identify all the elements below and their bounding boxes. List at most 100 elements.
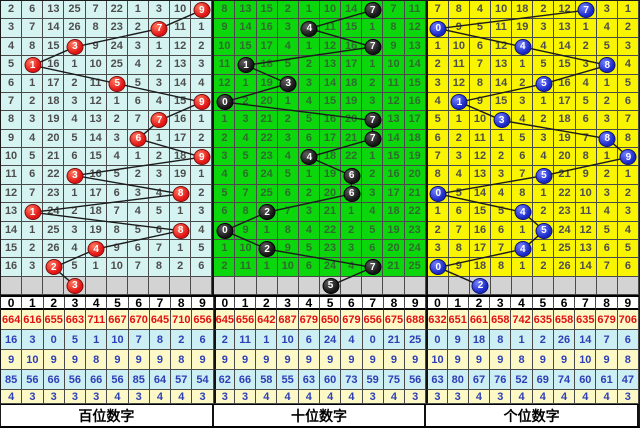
digit-header-cell: 0 bbox=[426, 297, 448, 310]
miss-cell: 26 bbox=[554, 258, 576, 277]
miss-cell: 21 bbox=[341, 129, 363, 148]
miss-cell: 18 bbox=[404, 129, 426, 148]
miss-cell: 25 bbox=[106, 56, 128, 75]
miss-cell: 13 bbox=[383, 111, 405, 130]
miss-cell: 1 bbox=[170, 239, 192, 259]
miss-cell: 2 bbox=[298, 184, 320, 204]
stat-cell: 9 bbox=[596, 350, 618, 370]
miss-cell: 12 bbox=[575, 221, 597, 240]
miss-cell: 3 bbox=[575, 56, 597, 75]
stat-cell: 9 bbox=[383, 350, 406, 370]
miss-cell: 5 bbox=[362, 221, 384, 240]
digit-header-cell: 4 bbox=[298, 297, 320, 310]
miss-cell: 2 bbox=[362, 74, 384, 93]
drawn-ball-tens: 3 bbox=[279, 75, 297, 92]
miss-cell: 12 bbox=[469, 148, 492, 167]
miss-cell: 2 bbox=[491, 148, 513, 167]
miss-cell: 17 bbox=[85, 184, 107, 204]
stat-cell: 9 bbox=[43, 350, 65, 370]
miss-cell: 2 bbox=[427, 56, 449, 75]
miss-cell: 15 bbox=[554, 56, 576, 75]
stats-row: 百位数字 十位数字 个位数字 bbox=[1, 404, 639, 426]
miss-cell: 3 bbox=[235, 111, 257, 130]
miss-cell: 14 bbox=[235, 19, 257, 38]
drawn-ball-hundreds: 9 bbox=[193, 94, 211, 111]
stat-cell: 9 bbox=[362, 350, 384, 370]
miss-cell: 3 bbox=[22, 111, 44, 130]
miss-cell: 5 bbox=[427, 111, 449, 130]
miss-cell: 4 bbox=[491, 184, 513, 204]
miss-cell: 8 bbox=[491, 258, 513, 277]
miss-cell: 4 bbox=[277, 148, 299, 167]
miss-cell: 6 bbox=[214, 203, 236, 222]
stat-cell: 25 bbox=[405, 330, 427, 350]
drawn-ball-units: 0 bbox=[429, 20, 447, 37]
drawn-ball-hundreds: 1 bbox=[24, 204, 42, 221]
miss-cell: 13 bbox=[1, 203, 23, 222]
stat-cell: 679 bbox=[341, 310, 363, 330]
stat-cell: 742 bbox=[511, 310, 533, 330]
stat-cell: 4 bbox=[596, 390, 618, 404]
miss-cell: 4 bbox=[127, 203, 149, 222]
miss-cell: 21 bbox=[554, 166, 576, 185]
digit-header-cell: 9 bbox=[192, 297, 214, 310]
stat-cell: 687 bbox=[277, 310, 299, 330]
stat-cell: 4 bbox=[532, 390, 554, 404]
miss-cell: 19 bbox=[85, 221, 107, 240]
miss-cell: 2 bbox=[533, 258, 555, 277]
stats-row: 16 3 0 5 1 10 7 8 2 6 2 11 1 10 6 24 4 0 21 25 0 9 18 8 1 2 26 14 7 6 bbox=[1, 330, 639, 350]
stat-cell: 642 bbox=[256, 310, 278, 330]
miss-cell: 21 bbox=[319, 203, 342, 222]
stat-cell: 10 bbox=[426, 350, 448, 370]
stat-cell: 4 bbox=[256, 390, 278, 404]
miss-cell: 5 bbox=[22, 148, 44, 167]
stat-cell: 4 bbox=[575, 390, 597, 404]
miss-cell: 6 bbox=[1, 74, 23, 93]
stat-cell: 80 bbox=[447, 370, 469, 390]
pending-row-cell bbox=[383, 276, 405, 295]
miss-cell: 6 bbox=[22, 1, 44, 20]
miss-cell: 4 bbox=[106, 148, 128, 167]
stat-cell: 7 bbox=[596, 330, 618, 350]
miss-cell: 7 bbox=[127, 258, 149, 277]
drawn-ball-units: 5 bbox=[535, 222, 553, 239]
miss-cell: 7 bbox=[127, 111, 149, 130]
miss-cell: 18 bbox=[319, 148, 342, 167]
stat-cell: 18 bbox=[468, 330, 491, 350]
stat-cell: 3 bbox=[617, 390, 639, 404]
miss-cell: 6 bbox=[106, 184, 128, 204]
drawn-ball-hundreds: 3 bbox=[66, 38, 84, 55]
miss-cell: 10 bbox=[277, 258, 299, 277]
stat-cell: 4 bbox=[341, 330, 363, 350]
miss-cell: 8 bbox=[427, 166, 449, 185]
miss-cell: 13 bbox=[235, 1, 257, 20]
digit-header-cell: 8 bbox=[596, 297, 618, 310]
stat-cell: 688 bbox=[405, 310, 427, 330]
stat-cell: 52 bbox=[511, 370, 533, 390]
miss-cell: 1 bbox=[22, 221, 44, 240]
miss-cell: 20 bbox=[319, 184, 342, 204]
miss-cell: 10 bbox=[448, 37, 470, 57]
miss-cell: 3 bbox=[596, 111, 618, 130]
drawn-ball-tens: 0 bbox=[216, 94, 234, 111]
miss-cell: 9 bbox=[469, 92, 492, 112]
miss-cell: 24 bbox=[319, 258, 342, 277]
panel-label-tens: 十位数字 bbox=[213, 405, 427, 426]
miss-cell: 9 bbox=[1, 129, 23, 148]
miss-cell: 8 bbox=[469, 74, 492, 93]
pending-row-cell bbox=[235, 276, 257, 295]
miss-cell: 11 bbox=[235, 258, 257, 277]
miss-cell: 15 bbox=[404, 74, 426, 93]
miss-cell: 14 bbox=[554, 37, 576, 57]
stat-cell: 66 bbox=[86, 370, 108, 390]
miss-cell: 2 bbox=[170, 258, 192, 277]
miss-cell: 1 bbox=[491, 129, 513, 148]
miss-cell: 3 bbox=[148, 166, 171, 185]
drawn-ball-tens: 7 bbox=[364, 2, 382, 19]
miss-cell: 3 bbox=[362, 184, 384, 204]
stat-cell: 63 bbox=[298, 370, 320, 390]
stat-cell: 4 bbox=[171, 390, 193, 404]
digit-header-cell: 7 bbox=[575, 297, 597, 310]
miss-cell: 2 bbox=[533, 203, 555, 222]
miss-cell: 3 bbox=[596, 1, 618, 20]
